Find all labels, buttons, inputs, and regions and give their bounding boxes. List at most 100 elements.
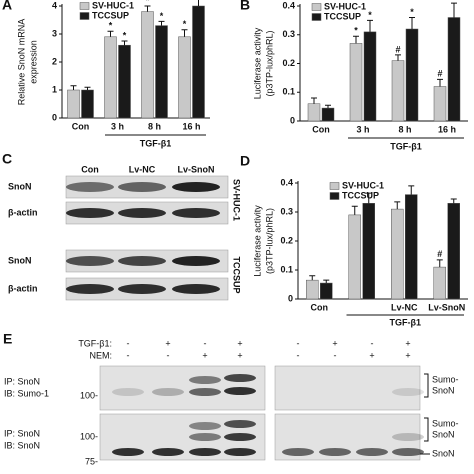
legend-label: TCCSUP	[324, 11, 361, 21]
significance-mark: *	[146, 0, 150, 5]
error-bar	[121, 40, 128, 46]
band	[356, 448, 388, 456]
significance-mark: #	[437, 249, 442, 259]
y-tick-label: 0	[290, 115, 295, 125]
band	[118, 208, 166, 218]
sign: +	[405, 338, 410, 348]
band	[319, 448, 351, 456]
y-tick-label: 0.2	[282, 58, 295, 68]
significance-mark: #	[395, 44, 400, 54]
bar	[118, 44, 131, 119]
row-label: SnoN	[8, 181, 32, 191]
ib-label: IB: Sumo-1	[4, 388, 49, 398]
legend-swatch	[311, 13, 322, 21]
bar	[433, 86, 447, 122]
band	[172, 182, 220, 192]
band-label: Sumo-	[432, 418, 459, 428]
band-label: SnoN	[432, 385, 455, 395]
y-tick-label: 1	[52, 84, 57, 94]
lane-label: Lv-SnoN	[178, 164, 215, 174]
y-axis-label: (p3TP-lux/phRL)	[264, 208, 274, 274]
band	[224, 448, 256, 456]
panel-label: C	[2, 151, 12, 167]
band-label: Sumo-	[432, 374, 459, 384]
bar	[306, 279, 319, 300]
legend-swatch	[79, 12, 90, 20]
panel-label: B	[240, 0, 250, 13]
y-tick-label: 0.1	[282, 87, 295, 97]
legend-label: TCCSUP	[342, 190, 379, 200]
sign: -	[127, 350, 130, 360]
y-axis-label: Luciferase activity	[252, 205, 262, 277]
band	[189, 422, 221, 430]
x-tick-label: Lv-SnoN	[428, 302, 465, 312]
error-bar	[408, 185, 415, 195]
significance-mark: *	[354, 26, 358, 36]
group-label: TGF-β1	[390, 317, 422, 327]
significance-mark: #	[437, 69, 442, 79]
bar	[178, 36, 191, 119]
legend-label: SV-HUC-1	[92, 0, 134, 10]
blot	[274, 365, 421, 411]
sign: +	[237, 350, 242, 360]
panel-label: A	[2, 0, 12, 13]
x-tick-label: 3 h	[356, 124, 369, 134]
error-bar	[395, 54, 401, 61]
band-label: SnoN	[432, 429, 455, 439]
band	[282, 448, 314, 456]
significance-mark: *	[368, 10, 372, 20]
error-bar	[365, 192, 372, 204]
ib-label: IB: SnoN	[4, 440, 40, 450]
y-tick-label: 0.3	[282, 29, 295, 39]
band	[189, 376, 221, 384]
row-label: β-actin	[8, 283, 38, 293]
band	[224, 374, 256, 382]
error-bar	[144, 5, 151, 12]
group-label: TGF-β1	[390, 141, 422, 151]
bar	[320, 282, 333, 300]
y-axis-label: Relative SnoN mRNA	[16, 19, 26, 106]
band	[172, 208, 220, 218]
legend-label: SV-HUC-1	[342, 180, 384, 190]
band	[189, 388, 221, 396]
band	[152, 388, 184, 396]
y-tick-label: 4	[52, 0, 57, 10]
treatment-label: TGF-β1:	[78, 338, 112, 348]
sign: -	[334, 350, 337, 360]
sign: +	[165, 338, 170, 348]
band	[189, 448, 221, 456]
panel-label: D	[240, 153, 250, 169]
x-tick-label: Con	[72, 121, 90, 131]
legend-swatch	[329, 192, 340, 200]
error-bar	[394, 201, 401, 210]
band	[392, 448, 424, 456]
bar	[81, 89, 94, 119]
bar	[391, 60, 405, 122]
row-label: SnoN	[8, 255, 32, 265]
bracket	[420, 373, 430, 455]
x-tick-label: Con	[312, 124, 330, 134]
sign: -	[371, 338, 374, 348]
sign: -	[204, 338, 207, 348]
band	[118, 284, 166, 294]
y-axis-label: (p3TP-lux/phRL)	[264, 30, 274, 96]
sign: +	[369, 350, 374, 360]
error-bar	[325, 104, 331, 109]
error-bar	[437, 78, 443, 87]
sign: -	[167, 350, 170, 360]
error-bar	[198, 0, 199, 6]
y-tick-label: 0.2	[280, 235, 293, 245]
bar	[192, 5, 205, 119]
mw-marker: 100-	[80, 390, 98, 400]
legend-swatch	[311, 3, 322, 11]
y-tick-label: 2	[52, 56, 57, 66]
y-tick-label: 3	[52, 28, 57, 38]
band	[112, 448, 144, 456]
bar	[348, 214, 361, 300]
band	[66, 182, 114, 192]
error-bar	[107, 30, 114, 37]
sign: -	[127, 338, 130, 348]
lane-label: Con	[81, 164, 99, 174]
x-tick-label: 16 h	[182, 121, 200, 131]
error-bar	[436, 259, 443, 268]
